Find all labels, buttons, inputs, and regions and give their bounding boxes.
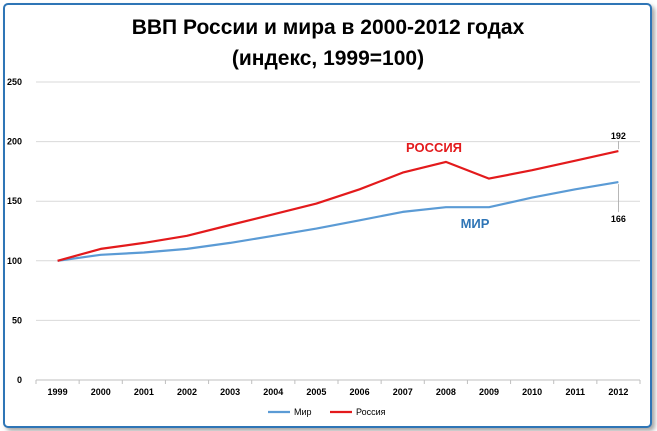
x-tick-label: 2001: [134, 387, 154, 397]
series-line-russia: [57, 150, 619, 262]
chart-frame: [3, 3, 652, 428]
data-label-192: 192: [611, 131, 626, 141]
y-axis: 0 50 100 150 200 250: [7, 77, 22, 385]
y-tick-label: 200: [7, 137, 22, 147]
x-tick-label: 2003: [220, 387, 240, 397]
x-tick-label: 2000: [91, 387, 111, 397]
x-tick-label: 2012: [608, 387, 628, 397]
y-tick-label: 0: [17, 375, 22, 385]
x-tick-label: 2004: [263, 387, 283, 397]
x-tick-label: 2006: [350, 387, 370, 397]
x-tick-label: 2011: [566, 387, 586, 397]
y-tick-label: 100: [7, 256, 22, 266]
y-tick-label: 250: [7, 77, 22, 87]
x-tick-label: 2002: [177, 387, 197, 397]
legend-label-russia: Россия: [356, 407, 386, 417]
x-tick-label: 2008: [436, 387, 456, 397]
annotation-russia: РОССИЯ: [406, 140, 462, 155]
chart-subtitle: (индекс, 1999=100): [232, 47, 424, 70]
x-tick-label: 1999: [48, 387, 68, 397]
x-tick-label: 2009: [479, 387, 499, 397]
annotations: РОССИЯ МИР 192 166: [406, 131, 626, 231]
series-line-world: [57, 181, 619, 262]
legend-label-world: Мир: [294, 407, 312, 417]
x-axis: 1999 2000 2001 2002 2003 2004 2005 2006 2007 2008…: [35, 379, 641, 397]
y-tick-label: 150: [7, 196, 22, 206]
x-tick-label: 2005: [306, 387, 326, 397]
x-tick-label: 2007: [393, 387, 413, 397]
chart-title: ВВП России и мира в 2000-2012 годах: [132, 16, 525, 39]
x-tick-label: 2010: [522, 387, 542, 397]
y-tick-label: 50: [12, 315, 22, 325]
series-lines: [57, 150, 619, 262]
gridlines: [36, 81, 640, 321]
data-label-166: 166: [611, 214, 626, 224]
legend: Мир Россия: [268, 407, 386, 417]
annotation-world: МИР: [461, 216, 490, 231]
